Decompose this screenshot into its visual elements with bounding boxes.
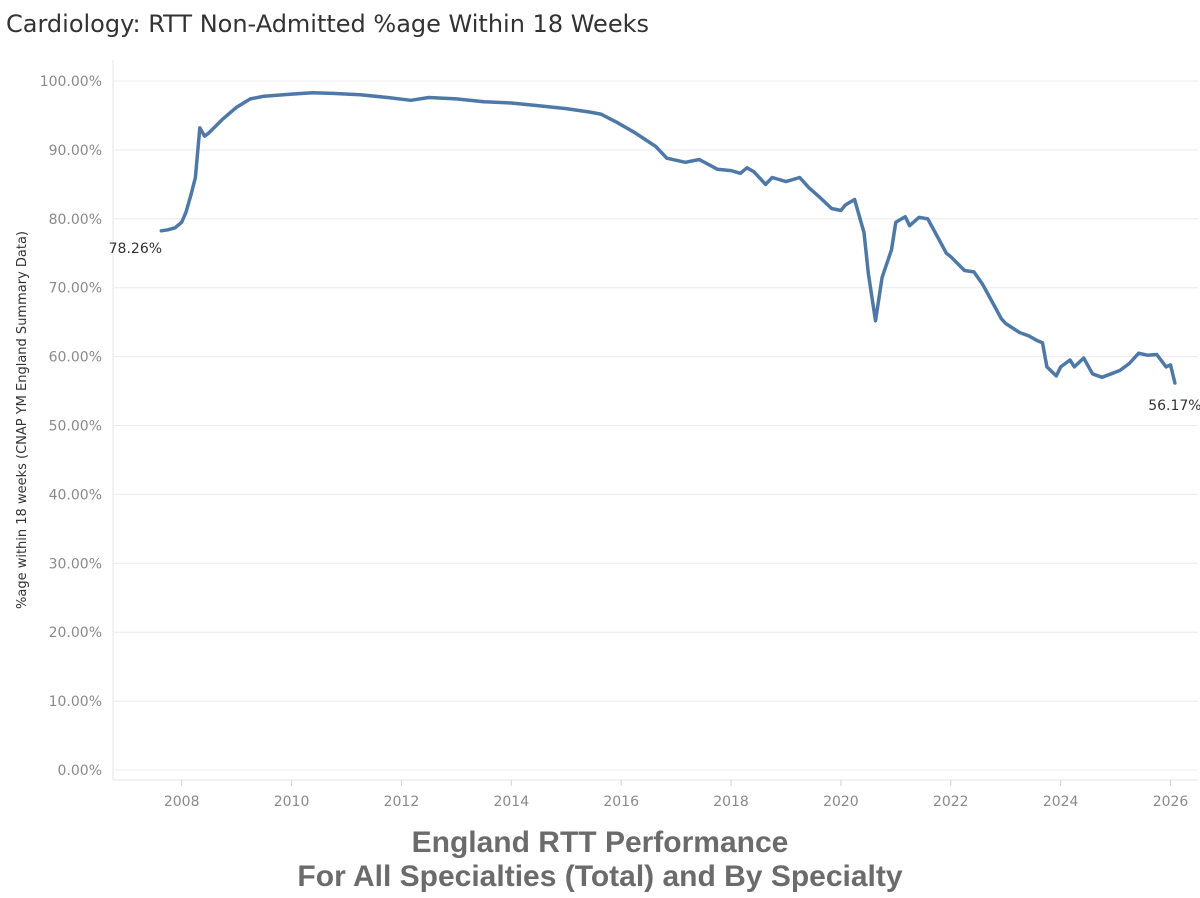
x-tick-label: 2012 xyxy=(384,794,420,810)
footer-line-1: England RTT Performance xyxy=(411,826,789,859)
series-line-cardiology xyxy=(159,90,1177,385)
y-tick-label: 90.00% xyxy=(49,143,102,159)
x-tick-label: 2014 xyxy=(493,794,529,810)
grid-lines xyxy=(113,80,1198,771)
y-axis-label: %age within 18 weeks (CNAP YM England Su… xyxy=(15,231,30,609)
x-tick-label: 2026 xyxy=(1153,794,1189,810)
y-tick-label: 50.00% xyxy=(49,419,102,435)
axes: 0.00% 10.00% 20.00% 30.00% 40.00% 50.00% 60.00… xyxy=(15,60,1198,810)
y-tick-label: 0.00% xyxy=(58,763,102,779)
footer-caption: England RTT Performance For All Specialt… xyxy=(0,826,1200,894)
annotations: 78.26% 56.17% xyxy=(109,241,1200,414)
y-tick-label: 100.00% xyxy=(40,74,102,90)
x-tick-label: 2018 xyxy=(713,794,749,810)
x-tick-label: 2016 xyxy=(603,794,639,810)
footer-line-2: For All Specialties (Total) and By Speci… xyxy=(297,860,903,893)
chart-title: Cardiology: RTT Non-Admitted %age Within… xyxy=(6,10,649,38)
y-tick-label: 80.00% xyxy=(49,212,102,228)
x-tick-label: 2020 xyxy=(823,794,859,810)
x-tick-label: 2022 xyxy=(933,794,969,810)
y-tick-label: 70.00% xyxy=(49,281,102,297)
end-value-label: 56.17% xyxy=(1148,398,1200,414)
x-tick-label: 2024 xyxy=(1043,794,1079,810)
y-tick-label: 20.00% xyxy=(49,625,102,641)
start-value-label: 78.26% xyxy=(109,241,162,257)
series-lines xyxy=(159,90,1177,385)
x-tick-label: 2008 xyxy=(164,794,200,810)
x-tick-label: 2010 xyxy=(274,794,310,810)
y-tick-label: 10.00% xyxy=(49,694,102,710)
y-tick-label: 40.00% xyxy=(49,487,102,503)
y-tick-label: 60.00% xyxy=(49,350,102,366)
y-tick-label: 30.00% xyxy=(49,556,102,572)
